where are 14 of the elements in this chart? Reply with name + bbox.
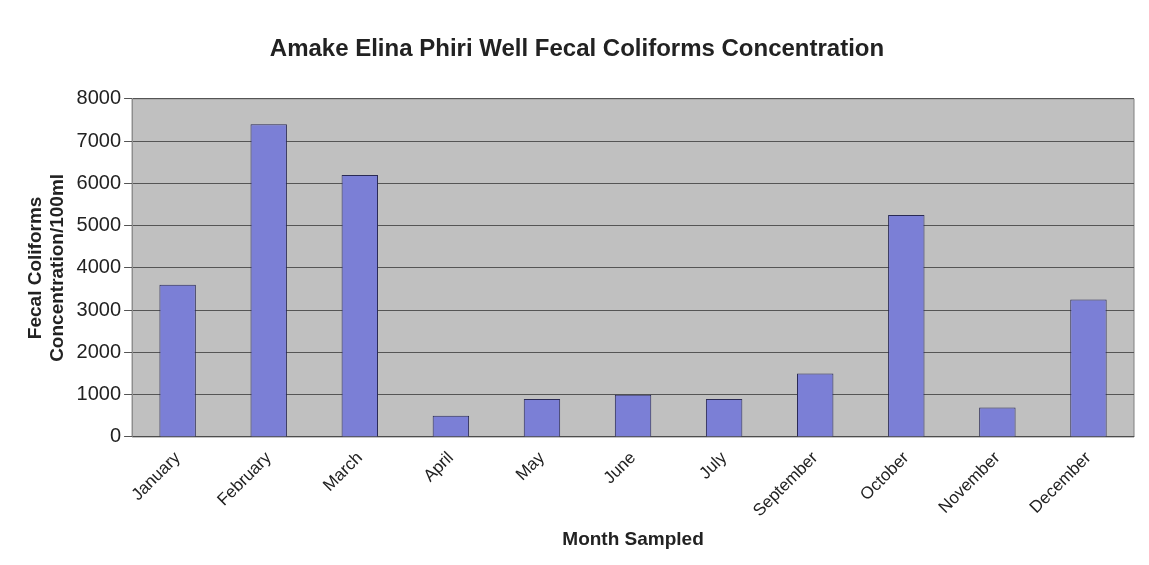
y-tick-label: 7000	[76, 128, 122, 151]
x-axis-title: Month Sampled	[562, 527, 704, 549]
y-axis-title: Fecal Coliforms Concentration/100ml	[23, 173, 68, 362]
x-tick-label: July	[695, 447, 731, 483]
chart-title: Amake Elina Phiri Well Fecal Coliforms Concentration	[269, 34, 885, 62]
y-tick-label: 5000	[76, 213, 122, 236]
y-tick-label: 2000	[76, 339, 122, 362]
x-tick-label: May	[511, 447, 549, 485]
y-tick-label: 0	[109, 424, 122, 447]
y-tick-label: 1000	[76, 382, 122, 405]
y-tick-label: 8000	[76, 86, 122, 109]
y-tick-label: 6000	[76, 170, 122, 193]
y-tick-label: 3000	[76, 297, 122, 320]
y-tick-label: 4000	[76, 255, 122, 278]
